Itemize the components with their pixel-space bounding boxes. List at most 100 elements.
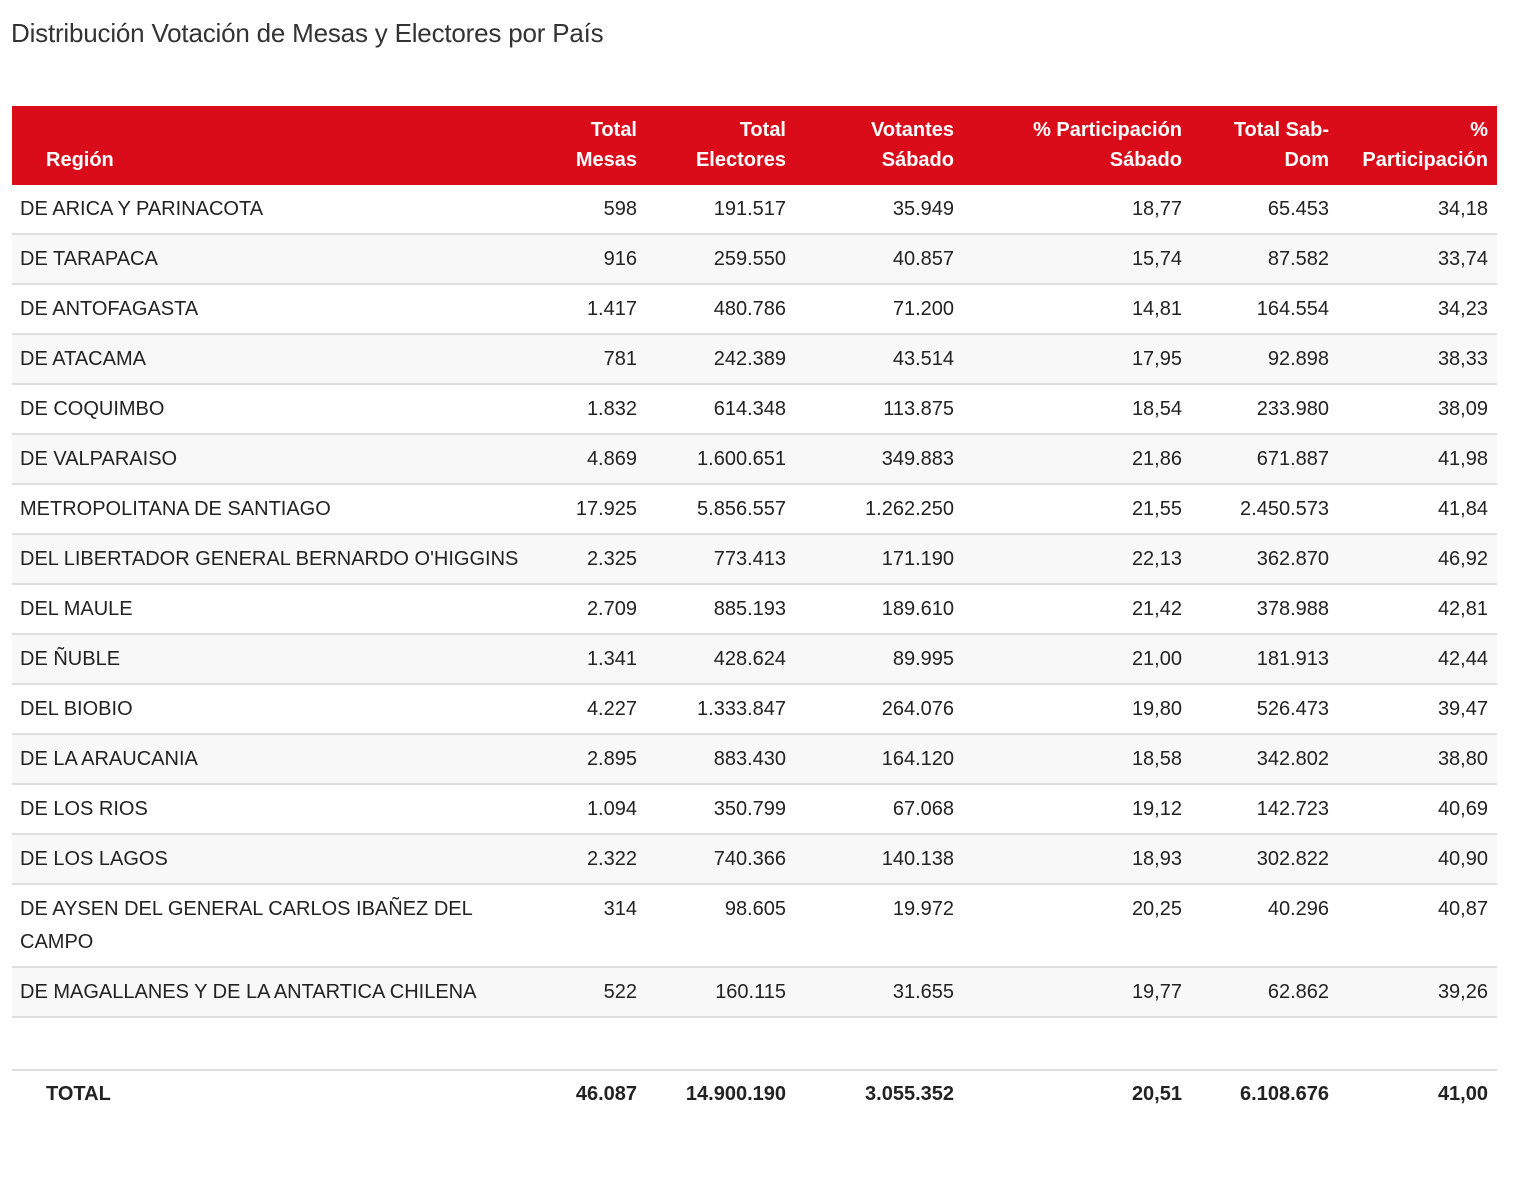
cell-total-mesas: 1.094	[545, 784, 646, 835]
cell-total-sab-dom: 87.582	[1191, 234, 1338, 285]
cell-participacion-sabado: 18,58	[963, 734, 1191, 785]
cell-participacion-sabado: 14,81	[963, 284, 1191, 335]
cell-total-electores: 1.600.651	[646, 434, 795, 485]
cell-participacion: 34,18	[1338, 185, 1497, 235]
table-row: DE LOS LAGOS 2.322 740.366 140.138 18,93 302.…	[12, 834, 1497, 885]
cell-votantes-sabado: 264.076	[795, 684, 963, 735]
cell-total-mesas: 17.925	[545, 484, 646, 535]
cell-total-sab-dom: 40.296	[1191, 884, 1338, 968]
cell-participacion-sabado: 20,25	[963, 884, 1191, 968]
total-total-mesas: 46.087	[575, 1083, 637, 1105]
cell-total-electores: 350.799	[646, 784, 795, 835]
cell-total-mesas: 2.325	[545, 534, 646, 585]
cell-total-electores: 773.413	[646, 534, 795, 585]
page-title: Distribución Votación de Mesas y Elector…	[11, 18, 604, 48]
table-row: DE MAGALLANES Y DE LA ANTARTICA CHILENA 5…	[12, 967, 1497, 1018]
cell-total-mesas: 4.227	[545, 684, 646, 735]
cell-total-sab-dom: 164.554	[1191, 284, 1338, 335]
cell-total-electores: 740.366	[646, 834, 795, 885]
cell-participacion-sabado: 21,86	[963, 434, 1191, 485]
cell-votantes-sabado: 43.514	[795, 334, 963, 385]
cell-region: DE TARAPACA	[12, 234, 545, 285]
cell-votantes-sabado: 113.875	[795, 384, 963, 435]
header-votantes-sabado: Votantes Sábado	[795, 106, 963, 185]
header-label: Dom	[1284, 149, 1329, 171]
header-label: Total	[739, 119, 786, 141]
cell-votantes-sabado: 89.995	[795, 634, 963, 685]
header-label: Sábado	[881, 149, 954, 171]
total-participacion-sabado: 20,51	[1131, 1083, 1182, 1105]
header-label: Votantes	[871, 119, 954, 141]
header-total-electores: Total Electores	[646, 106, 795, 185]
cell-participacion: 46,92	[1338, 534, 1497, 585]
cell-participacion: 42,81	[1338, 584, 1497, 635]
cell-votantes-sabado: 35.949	[795, 185, 963, 235]
cell-participacion: 33,74	[1338, 234, 1497, 285]
cell-total-electores: 259.550	[646, 234, 795, 285]
cell-total-sab-dom: 233.980	[1191, 384, 1338, 435]
cell-total-mesas: 1.341	[545, 634, 646, 685]
cell-participacion-sabado: 18,77	[963, 185, 1191, 235]
cell-region: DEL LIBERTADOR GENERAL BERNARDO O'HIGGIN…	[12, 534, 545, 585]
cell-total-electores: 1.333.847	[646, 684, 795, 735]
total-region: TOTAL	[46, 1083, 111, 1105]
header-label: % Participación	[1033, 119, 1182, 141]
header-region: Región	[12, 106, 545, 185]
table-row: DE LOS RIOS 1.094 350.799 67.068 19,12 142.72…	[12, 784, 1497, 835]
cell-participacion-sabado: 21,00	[963, 634, 1191, 685]
table-row: DE ATACAMA 781 242.389 43.514 17,95 92.898 38,…	[12, 334, 1497, 385]
cell-votantes-sabado: 171.190	[795, 534, 963, 585]
cell-participacion: 40,87	[1338, 884, 1497, 968]
cell-total-electores: 5.856.557	[646, 484, 795, 535]
cell-total-mesas: 1.832	[545, 384, 646, 435]
cell-participacion-sabado: 18,54	[963, 384, 1191, 435]
cell-total-electores: 242.389	[646, 334, 795, 385]
cell-votantes-sabado: 31.655	[795, 967, 963, 1018]
cell-participacion-sabado: 21,42	[963, 584, 1191, 635]
table-row: DE TARAPACA 916 259.550 40.857 15,74 87.582 33…	[12, 234, 1497, 285]
cell-votantes-sabado: 140.138	[795, 834, 963, 885]
cell-region: DE AYSEN DEL GENERAL CARLOS IBAÑEZ DEL C…	[12, 884, 545, 968]
cell-participacion: 41,84	[1338, 484, 1497, 535]
cell-total-sab-dom: 342.802	[1191, 734, 1338, 785]
cell-participacion: 40,69	[1338, 784, 1497, 835]
cell-participacion: 38,80	[1338, 734, 1497, 785]
cell-total-sab-dom: 92.898	[1191, 334, 1338, 385]
cell-total-mesas: 2.709	[545, 584, 646, 635]
cell-participacion-sabado: 19,80	[963, 684, 1191, 735]
cell-total-sab-dom: 378.988	[1191, 584, 1338, 635]
cell-total-sab-dom: 2.450.573	[1191, 484, 1338, 535]
table-row: DE ARICA Y PARINACOTA 598 191.517 35.949 18,…	[12, 185, 1497, 235]
cell-total-electores: 191.517	[646, 185, 795, 235]
cell-participacion: 34,23	[1338, 284, 1497, 335]
cell-total-mesas: 598	[545, 185, 646, 235]
header-total-mesas: Total Mesas	[545, 106, 646, 185]
cell-votantes-sabado: 40.857	[795, 234, 963, 285]
cell-total-sab-dom: 181.913	[1191, 634, 1338, 685]
table-row: DE LA ARAUCANIA 2.895 883.430 164.120 18,58 3…	[12, 734, 1497, 785]
cell-total-mesas: 916	[545, 234, 646, 285]
cell-region: DE ATACAMA	[12, 334, 545, 385]
table-row: DEL LIBERTADOR GENERAL BERNARDO O'HIGGIN…	[12, 534, 1497, 585]
cell-total-electores: 160.115	[646, 967, 795, 1018]
header-total-sab-dom: Total Sab- Dom	[1191, 106, 1338, 185]
cell-participacion: 38,33	[1338, 334, 1497, 385]
cell-participacion: 38,09	[1338, 384, 1497, 435]
total-participacion: 41,00	[1437, 1083, 1488, 1105]
header-label: Región	[46, 149, 114, 171]
cell-total-mesas: 781	[545, 334, 646, 385]
cell-participacion-sabado: 17,95	[963, 334, 1191, 385]
table-row: DE ÑUBLE 1.341 428.624 89.995 21,00 181.913 42…	[12, 634, 1497, 685]
cell-region: DE LA ARAUCANIA	[12, 734, 545, 785]
cell-votantes-sabado: 164.120	[795, 734, 963, 785]
total-votantes-sabado: 3.055.352	[865, 1083, 954, 1105]
cell-participacion-sabado: 15,74	[963, 234, 1191, 285]
cell-total-mesas: 1.417	[545, 284, 646, 335]
cell-total-electores: 883.430	[646, 734, 795, 785]
cell-total-electores: 98.605	[646, 884, 795, 968]
header-label: Total Sab-	[1233, 119, 1329, 141]
results-table: Región Total Mesas Total Electores Votantes Sá…	[12, 106, 1497, 1116]
table-row: DEL MAULE 2.709 885.193 189.610 21,42 378.988…	[12, 584, 1497, 635]
cell-total-mesas: 4.869	[545, 434, 646, 485]
cell-region: DE COQUIMBO	[12, 384, 545, 435]
